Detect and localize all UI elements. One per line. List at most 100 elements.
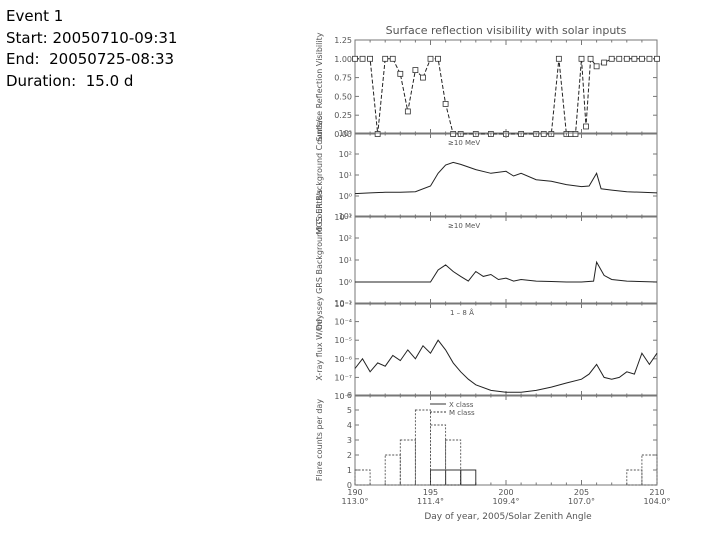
event-duration: Duration: 15.0 d bbox=[6, 71, 177, 93]
panel-3-ylabel: X-ray flux W/m² bbox=[315, 318, 324, 380]
panel-0-ytick-label: 0.00 bbox=[334, 130, 352, 139]
x-axis-label: Day of year, 2005/Solar Zenith Angle bbox=[424, 512, 592, 522]
panel-0-ytick-label: 0.75 bbox=[334, 74, 352, 83]
visibility-point bbox=[578, 55, 585, 62]
visibility-point bbox=[572, 131, 579, 137]
flare-bar-m-class bbox=[430, 424, 447, 486]
panel-4-ytick-label: 0 bbox=[347, 481, 352, 490]
visibility-point bbox=[631, 55, 638, 62]
end-label: End: bbox=[6, 50, 40, 68]
legend-label-0: X class bbox=[449, 401, 474, 409]
flare-bar-m-class bbox=[445, 439, 462, 486]
panel-3-ytick-label: 10⁻⁶ bbox=[334, 355, 352, 364]
visibility-point bbox=[420, 74, 426, 81]
panel-4-ytick-label: 1 bbox=[347, 466, 352, 475]
visibility-point bbox=[412, 67, 419, 73]
panel-1-ytick-label: 10⁻¹ bbox=[334, 213, 352, 222]
xtick-day-label: 200 bbox=[498, 488, 513, 497]
visibility-point bbox=[646, 55, 653, 62]
panel-1-annotation: ≥10 MeV bbox=[448, 139, 480, 147]
panel-3-ytick-label: 10⁻⁷ bbox=[334, 373, 352, 382]
panel-4-ytick-label: 5 bbox=[347, 406, 352, 415]
visibility-point bbox=[367, 55, 373, 62]
panel-3-ytick-label: 10⁻⁸ bbox=[334, 392, 352, 401]
panel-1-ytick-label: 10¹ bbox=[339, 171, 352, 180]
flare-bar-m-class bbox=[641, 454, 658, 486]
panel-2-frame bbox=[354, 215, 658, 305]
panel-3-ytick-label: 10⁻⁴ bbox=[334, 318, 352, 327]
xtick-angle-label: 104.0° bbox=[644, 497, 671, 506]
visibility-point bbox=[404, 108, 411, 115]
visibility-point bbox=[397, 70, 404, 77]
xtick-angle-label: 107.0° bbox=[568, 497, 595, 506]
visibility-point bbox=[593, 63, 600, 70]
flare-bar-x-class bbox=[430, 469, 447, 486]
xtick-day-label: 205 bbox=[574, 488, 589, 497]
panel-4-ytick-label: 2 bbox=[347, 451, 352, 460]
panel-4-ytick-label: 3 bbox=[347, 436, 352, 445]
panel-3-ytick-label: 10⁻³ bbox=[334, 299, 352, 308]
panel-0-ytick-label: 1.00 bbox=[334, 55, 352, 64]
panel-2-annotation: ≥10 MeV bbox=[448, 222, 480, 230]
xtick-angle-label: 111.4° bbox=[417, 497, 444, 506]
panel-4-ytick-label: 6 bbox=[347, 391, 352, 400]
multi-panel-chart: Surface reflection visibility with solar… bbox=[315, 24, 670, 522]
visibility-point bbox=[616, 55, 623, 62]
panel-0-ylabel: Surface Reflection Visibility bbox=[315, 32, 324, 141]
panel-2-ytick-label: 10⁰ bbox=[339, 278, 352, 287]
visibility-point bbox=[374, 131, 381, 137]
visibility-point bbox=[583, 123, 589, 130]
panel-1-ytick-label: 10³ bbox=[339, 129, 352, 138]
visibility-point bbox=[555, 55, 562, 62]
event-info: Event 1 Start: 20050710-09:31 End: 20050… bbox=[6, 6, 177, 92]
panel-1-ytick-label: 10² bbox=[339, 150, 352, 159]
end-value: 20050725-08:33 bbox=[49, 50, 175, 68]
panel-3-annotation: 1 – 8 Å bbox=[450, 308, 474, 317]
panel-0-ytick-label: 1.25 bbox=[334, 36, 352, 45]
xtick-angle-label: 113.0° bbox=[342, 497, 369, 506]
duration-value: 15.0 d bbox=[85, 71, 134, 90]
visibility-point bbox=[623, 55, 630, 62]
panel-1-series-line bbox=[354, 161, 658, 195]
panel-4-ylabel: Flare counts per day bbox=[315, 399, 324, 481]
visibility-point bbox=[587, 55, 594, 62]
duration-label: Duration: bbox=[6, 71, 77, 90]
event-end: End: 20050725-08:33 bbox=[6, 49, 177, 71]
visibility-point bbox=[442, 101, 449, 107]
visibility-point bbox=[654, 55, 660, 62]
panel-2-ylabel: Odyssey GRS Background Counts/s bbox=[315, 189, 324, 330]
panel-2-series-line bbox=[355, 260, 658, 283]
panel-0-ytick-label: 0.50 bbox=[334, 92, 352, 101]
xtick-day-label: 190 bbox=[347, 488, 362, 497]
panel-1-frame bbox=[354, 132, 658, 218]
visibility-point bbox=[601, 59, 608, 66]
visibility-point bbox=[382, 55, 389, 62]
start-value: 20050710-09:31 bbox=[52, 28, 178, 47]
xtick-day-label: 210 bbox=[649, 488, 664, 497]
flare-bar-x-class bbox=[445, 469, 462, 486]
panel-3-ytick-label: 10⁻⁵ bbox=[334, 336, 352, 345]
chart-title: Surface reflection visibility with solar… bbox=[386, 24, 627, 37]
flare-bar-m-class bbox=[399, 439, 416, 486]
visibility-point bbox=[540, 131, 547, 137]
flare-bar-m-class bbox=[626, 469, 643, 486]
panel-3-series-line bbox=[354, 339, 658, 393]
visibility-point bbox=[450, 131, 457, 137]
visibility-point bbox=[608, 55, 615, 62]
panel-2-ytick-label: 10² bbox=[339, 234, 352, 243]
visibility-point bbox=[359, 55, 366, 62]
panel-0-frame bbox=[354, 39, 658, 135]
panels: 0.00 0.25 0.50 0.75 1.00 1.25 Surface Reflecti… bbox=[315, 32, 670, 506]
panel-4-ytick-label: 4 bbox=[347, 421, 352, 430]
visibility-point bbox=[638, 55, 645, 62]
panel-2-ytick-label: 10¹ bbox=[339, 256, 352, 265]
legend-label-1: M class bbox=[449, 409, 475, 417]
flare-bar-m-class bbox=[414, 409, 431, 486]
event-start: Start: 20050710-09:31 bbox=[6, 28, 177, 50]
panel-2-ytick-label: 10³ bbox=[339, 212, 352, 221]
panel-3-frame bbox=[354, 302, 658, 397]
visibility-point bbox=[389, 55, 396, 62]
start-label: Start: bbox=[6, 28, 48, 47]
event-title: Event 1 bbox=[6, 7, 64, 25]
flare-bar-m-class bbox=[354, 469, 371, 486]
